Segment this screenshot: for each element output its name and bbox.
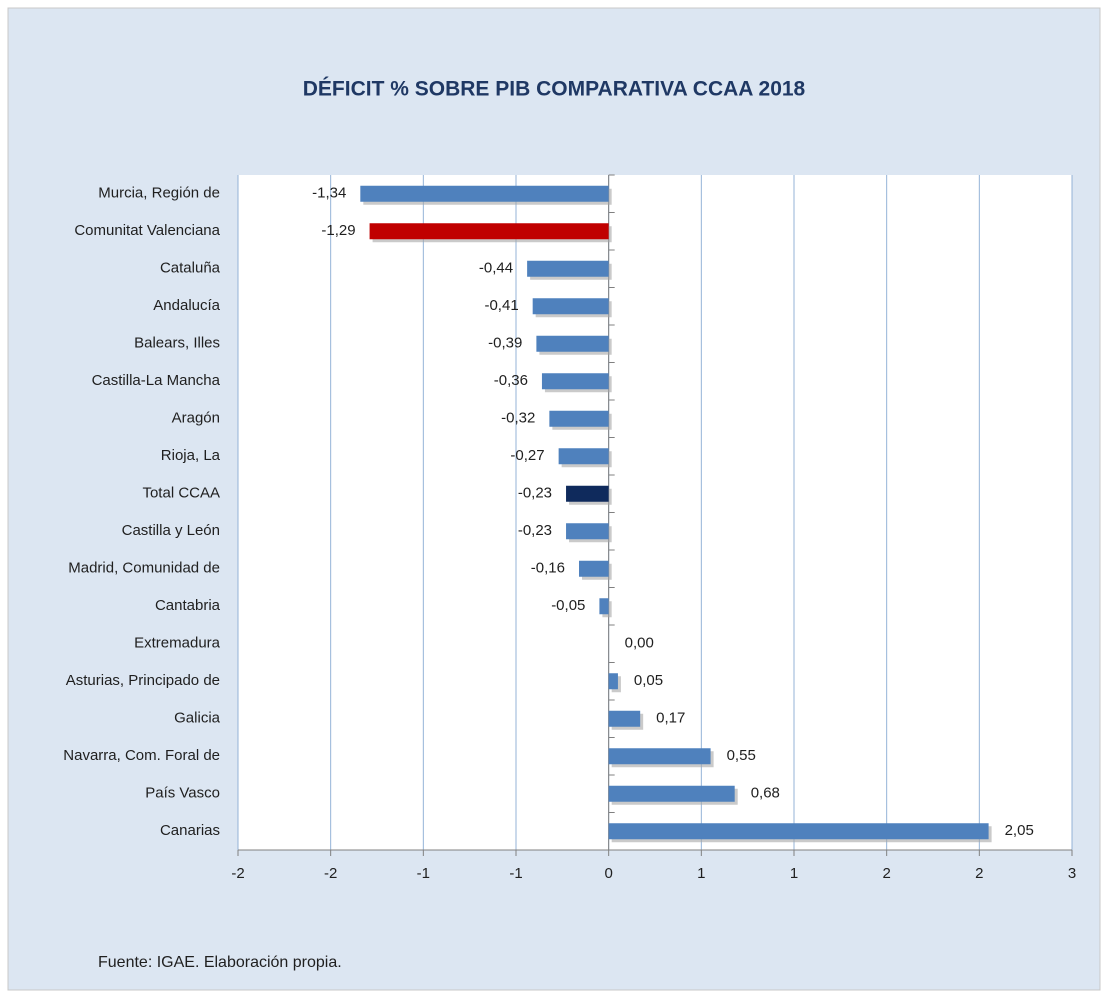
bar xyxy=(608,785,735,802)
x-tick-label: 1 xyxy=(697,865,705,882)
x-tick-label: 0 xyxy=(604,865,612,882)
data-label: -0,44 xyxy=(479,260,513,277)
bar xyxy=(369,223,609,240)
y-tick-label: País Vasco xyxy=(145,785,220,802)
data-label: -0,23 xyxy=(518,485,552,502)
x-tick-label: -1 xyxy=(509,865,522,882)
y-tick-label: Canarias xyxy=(160,822,220,839)
data-label: -0,23 xyxy=(518,522,552,539)
bar xyxy=(608,710,641,727)
x-tick-label: 1 xyxy=(790,865,798,882)
x-tick-label: 2 xyxy=(975,865,983,882)
bar xyxy=(566,485,609,502)
data-label: 2,05 xyxy=(1005,822,1034,839)
bar xyxy=(360,185,609,202)
data-label: 0,05 xyxy=(634,672,663,689)
y-tick-label: Madrid, Comunidad de xyxy=(68,560,220,577)
data-label: -0,36 xyxy=(494,372,528,389)
y-tick-label: Balears, Illes xyxy=(134,335,220,352)
y-tick-label: Rioja, La xyxy=(161,447,221,464)
bar xyxy=(558,448,609,465)
x-tick-label: 3 xyxy=(1068,865,1076,882)
y-tick-label: Extremadura xyxy=(134,635,221,652)
data-label: 0,68 xyxy=(751,785,780,802)
y-tick-label: Aragón xyxy=(172,410,220,427)
y-tick-label: Navarra, Com. Foral de xyxy=(63,747,220,764)
plot-area xyxy=(238,175,1072,850)
y-tick-label: Andalucía xyxy=(153,297,220,314)
data-label: -0,16 xyxy=(531,560,565,577)
bar xyxy=(536,335,609,352)
data-label: -0,27 xyxy=(510,447,544,464)
bar xyxy=(608,673,618,690)
y-tick-label: Murcia, Región de xyxy=(98,185,220,202)
data-label: 0,17 xyxy=(656,710,685,727)
y-tick-label: Castilla-La Mancha xyxy=(92,372,221,389)
bar xyxy=(527,260,609,277)
data-label: 0,00 xyxy=(625,635,654,652)
chart-title: DÉFICIT % SOBRE PIB COMPARATIVA CCAA 201… xyxy=(303,78,806,101)
data-label: -1,34 xyxy=(312,185,346,202)
source-note: Fuente: IGAE. Elaboración propia. xyxy=(98,954,342,971)
y-tick-label: Cantabria xyxy=(155,597,221,614)
y-tick-label: Asturias, Principado de xyxy=(66,672,220,689)
data-label: -0,41 xyxy=(484,297,518,314)
bar xyxy=(608,748,711,765)
x-tick-label: -1 xyxy=(417,865,430,882)
data-label: 0,55 xyxy=(727,747,756,764)
x-tick-label: -2 xyxy=(324,865,337,882)
y-tick-label: Total CCAA xyxy=(142,485,220,502)
data-label: -1,29 xyxy=(321,222,355,239)
bar xyxy=(532,298,609,315)
data-label: -0,05 xyxy=(551,597,585,614)
x-tick-label: 2 xyxy=(882,865,890,882)
y-tick-label: Cataluña xyxy=(160,260,221,277)
x-tick-label: -2 xyxy=(231,865,244,882)
bar xyxy=(566,523,609,540)
bar xyxy=(579,560,609,577)
bar xyxy=(541,373,609,390)
bar xyxy=(549,410,609,427)
bar xyxy=(599,598,609,615)
bar xyxy=(608,823,989,840)
y-tick-label: Galicia xyxy=(174,710,221,727)
data-label: -0,39 xyxy=(488,335,522,352)
y-tick-label: Comunitat Valenciana xyxy=(74,222,220,239)
y-tick-label: Castilla y León xyxy=(122,522,220,539)
data-label: -0,32 xyxy=(501,410,535,427)
